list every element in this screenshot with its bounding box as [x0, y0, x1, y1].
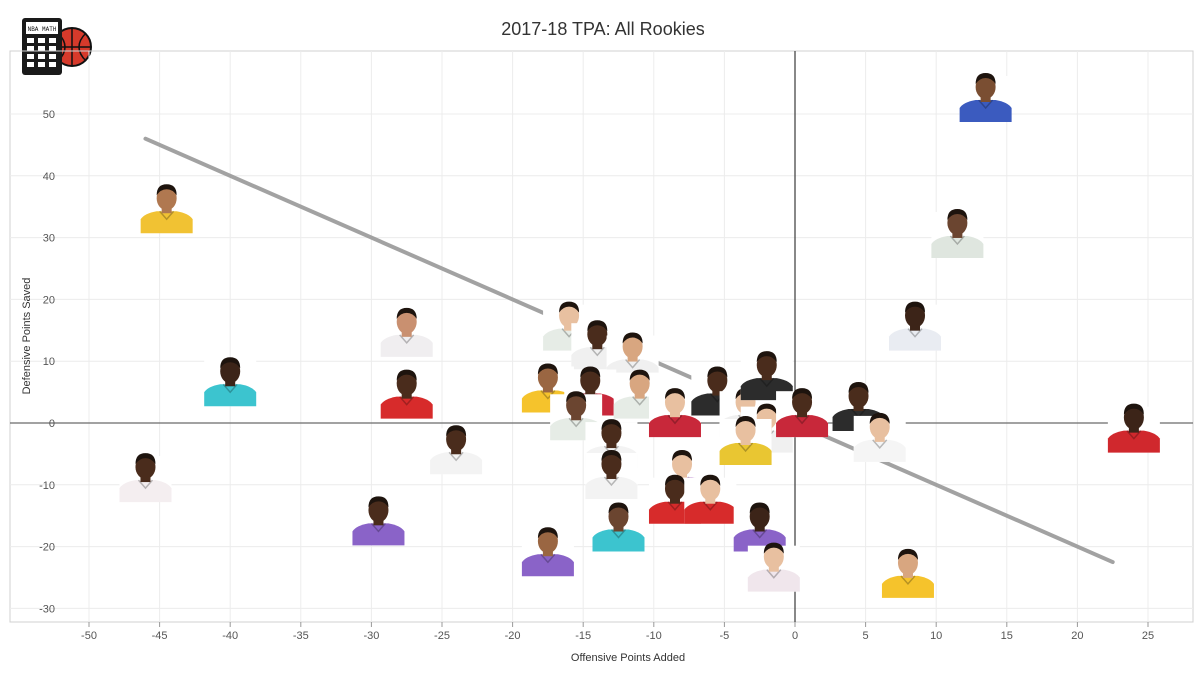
player-headshot-point: [119, 453, 172, 503]
player-headshot-point: [889, 301, 942, 351]
player-headshot-point: [853, 412, 906, 462]
player-headshot-point: [521, 527, 574, 577]
x-tick-label: -30: [363, 630, 379, 642]
y-axis-title: Defensive Points Saved: [21, 278, 33, 395]
player-headshot-point: [684, 474, 737, 524]
plot-frame: [9, 50, 1194, 623]
x-tick-label: -5: [720, 630, 730, 642]
x-tick-label: 20: [1071, 630, 1083, 642]
x-tick-label: 25: [1142, 630, 1154, 642]
player-headshot-point: [430, 425, 483, 475]
x-tick-labels: -50 -45 -40 -35 -30 -25 -20 -15 -10 -5 0 5 10 15 20 25: [81, 622, 1154, 642]
x-tick-label: 15: [1001, 630, 1013, 642]
y-tick-label: 0: [49, 418, 55, 430]
x-tick-label: -25: [434, 630, 450, 642]
y-tick-label: -20: [39, 542, 55, 554]
x-tick-label: -40: [222, 630, 238, 642]
logo-text: NBA MATH: [28, 26, 57, 33]
data-points: [119, 73, 1160, 598]
player-headshot-point: [352, 496, 405, 546]
x-tick-label: -15: [575, 630, 591, 642]
player-headshot-point: [1107, 403, 1160, 453]
x-axis-title: Offensive Points Added: [571, 652, 685, 664]
player-headshot-point: [719, 415, 772, 465]
player-headshot-point: [140, 184, 193, 234]
player-headshot-point: [931, 208, 984, 258]
x-tick-label: -45: [152, 630, 168, 642]
player-headshot-point: [585, 449, 638, 499]
x-tick-label: -50: [81, 630, 97, 642]
player-headshot-point: [959, 73, 1012, 122]
y-tick-label: 40: [43, 171, 55, 183]
player-headshot-point: [881, 548, 934, 598]
player-headshot-point: [776, 388, 829, 438]
y-tick-label: 20: [43, 294, 55, 306]
logo: NBA MATH: [22, 18, 92, 75]
player-headshot-point: [204, 357, 257, 407]
player-headshot-point: [592, 502, 645, 552]
x-tick-label: 5: [863, 630, 869, 642]
x-tick-label: -10: [646, 630, 662, 642]
y-tick-label: 30: [43, 233, 55, 245]
y-tick-label: -30: [39, 603, 55, 615]
y-tick-label: 50: [43, 109, 55, 121]
y-tick-label: 10: [43, 356, 55, 368]
y-tick-labels: -30 -20 -10 0 10 20 30 40 50: [39, 109, 55, 615]
x-tick-label: 10: [930, 630, 942, 642]
chart-title: 2017-18 TPA: All Rookies: [501, 19, 704, 39]
player-headshot-point: [747, 542, 800, 592]
x-tick-label: 0: [792, 630, 798, 642]
x-tick-label: -35: [293, 630, 309, 642]
player-headshot-point: [380, 369, 433, 419]
player-headshot-point: [380, 307, 433, 357]
x-tick-label: -20: [505, 630, 521, 642]
y-tick-label: -10: [39, 480, 55, 492]
